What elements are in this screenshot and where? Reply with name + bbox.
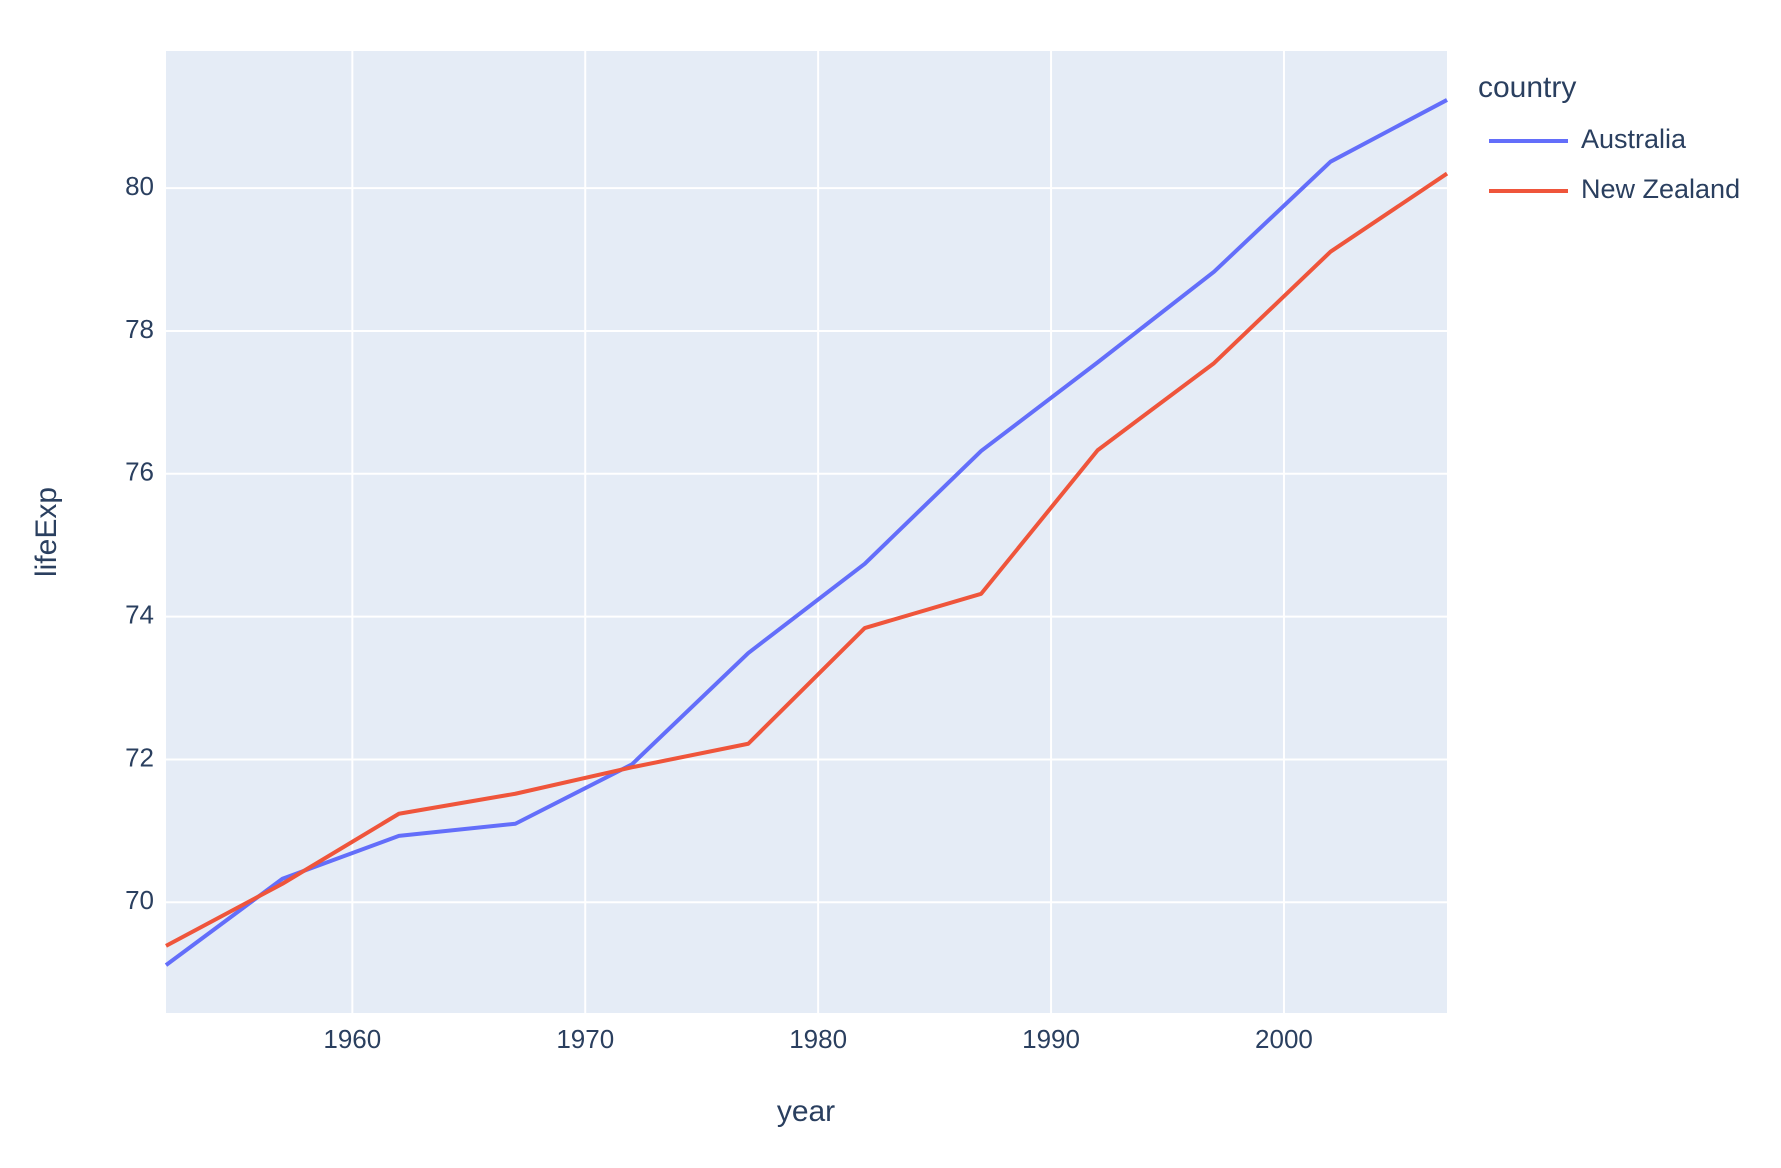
x-tick-label: 1990 — [1022, 1024, 1080, 1054]
line-series — [164, 98, 1448, 967]
y-axis-title: lifeExp — [30, 487, 63, 577]
legend-title: country — [1478, 71, 1576, 104]
y-tick-label: 76 — [125, 457, 154, 487]
legend-label: Australia — [1581, 124, 1687, 154]
legend-label: New Zealand — [1581, 174, 1740, 204]
y-tick-label: 72 — [125, 742, 154, 772]
x-tick-label: 2000 — [1255, 1024, 1313, 1054]
x-axis-title: year — [777, 1095, 835, 1128]
line-series — [165, 171, 1449, 948]
x-tick-label: 1960 — [323, 1024, 381, 1054]
x-tick-label: 1970 — [556, 1024, 614, 1054]
y-tick-label: 80 — [125, 171, 154, 201]
plot-area — [166, 51, 1447, 1013]
y-tick-label: 74 — [125, 600, 154, 630]
x-tick-label: 1980 — [789, 1024, 847, 1054]
y-tick-label: 78 — [125, 314, 154, 344]
y-tick-label: 70 — [125, 885, 154, 915]
